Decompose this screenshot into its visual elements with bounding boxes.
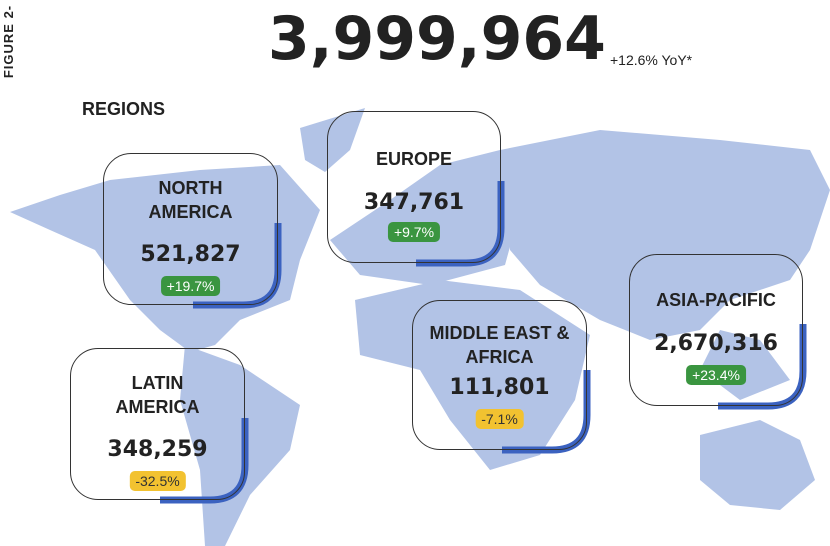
total-value: 3,999,964 — [268, 4, 606, 74]
region-name: MIDDLE EAST & AFRICA — [429, 323, 570, 367]
region-change: -7.1% — [475, 409, 524, 429]
region-value: 347,761 — [363, 190, 465, 215]
region-name: LATIN AMERICA — [115, 373, 200, 417]
region-change: +9.7% — [387, 222, 441, 242]
region-card: ASIA-PACIFIC 2,670,316 +23.4% — [629, 254, 803, 406]
region-card: LATIN AMERICA 348,259 -32.5% — [70, 348, 245, 500]
region-value: 348,259 — [107, 437, 208, 462]
region-card: NORTH AMERICA 521,827 +19.7% — [103, 153, 278, 305]
region-change: -32.5% — [129, 471, 186, 491]
region-card: EUROPE 347,761 +9.7% — [327, 111, 501, 263]
region-name: NORTH AMERICA — [148, 178, 233, 222]
region-change: +23.4% — [686, 365, 746, 385]
region-value: 2,670,316 — [654, 331, 778, 356]
region-name: EUROPE — [375, 149, 453, 169]
region-value: 521,827 — [140, 242, 241, 267]
region-name: ASIA-PACIFIC — [656, 290, 776, 310]
region-change: +19.7% — [160, 276, 221, 296]
region-card: MIDDLE EAST & AFRICA 111,801 -7.1% — [412, 300, 587, 450]
yoy-change: +12.6% YoY* — [610, 52, 693, 68]
section-title: REGIONS — [82, 99, 166, 119]
region-value: 111,801 — [449, 375, 550, 400]
